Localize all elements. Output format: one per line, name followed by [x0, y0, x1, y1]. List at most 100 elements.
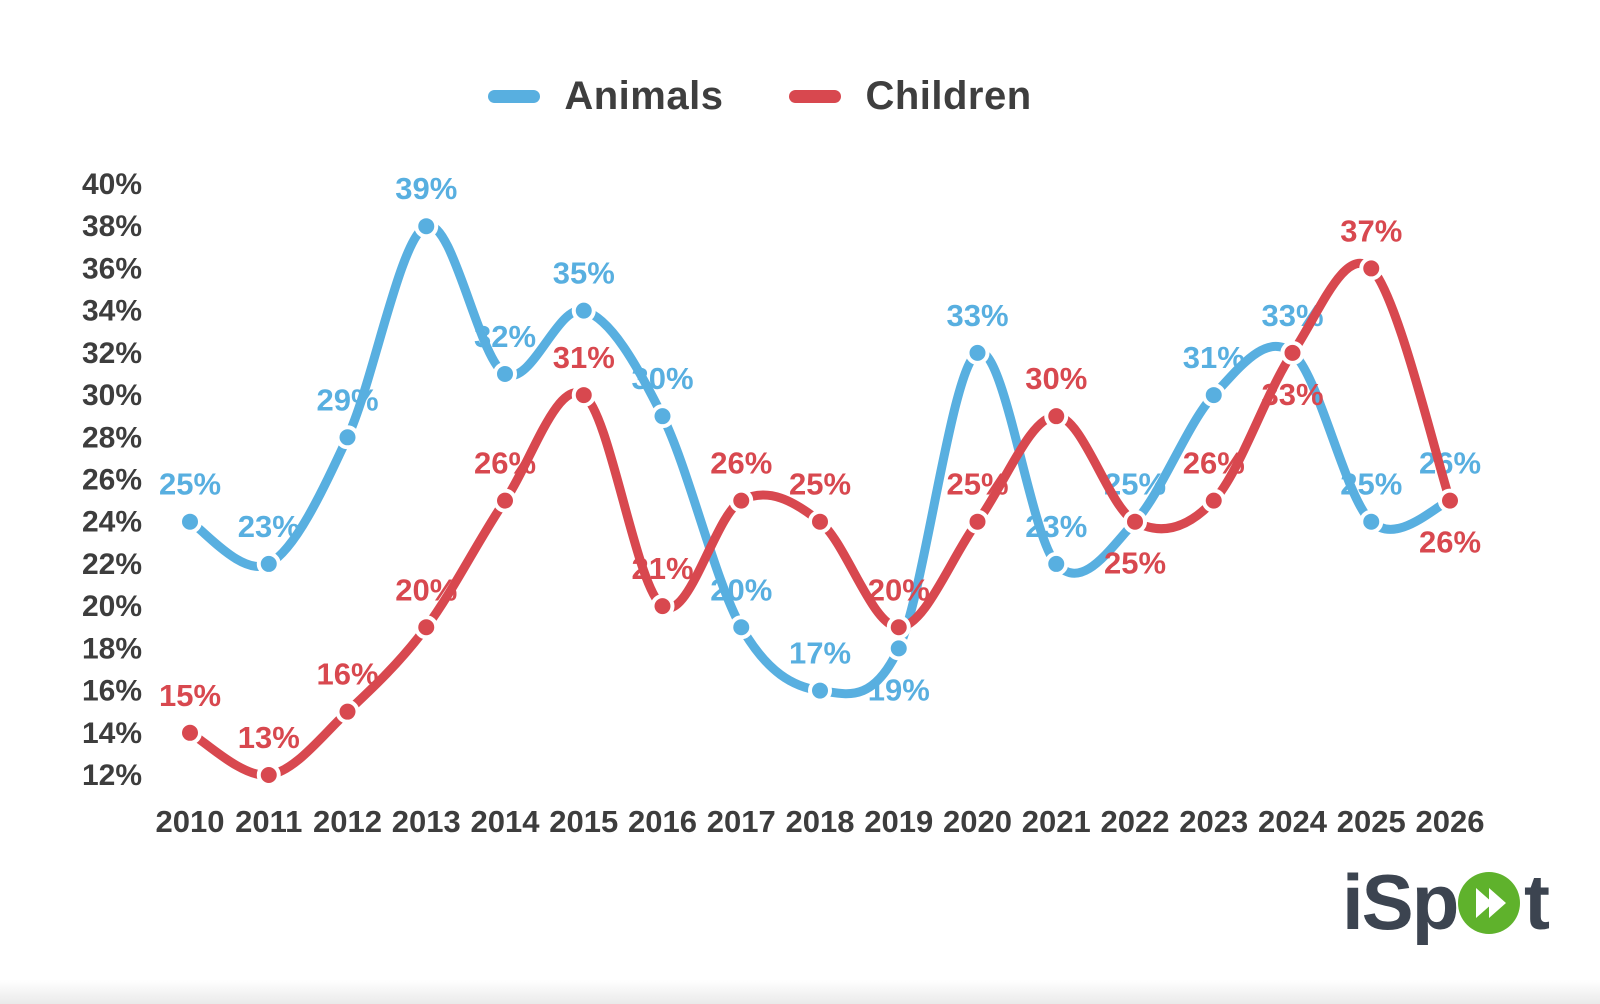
data-point-animals: [729, 615, 754, 640]
y-axis-tick: 32%: [82, 337, 142, 370]
data-point-label-animals: 30%: [631, 361, 693, 396]
data-point-label-animals: 33%: [946, 298, 1008, 333]
data-point-label-animals: 17%: [789, 636, 851, 671]
data-point-label-animals: 31%: [1183, 340, 1245, 375]
y-axis-tick: 14%: [82, 717, 142, 750]
data-point-animals: [1201, 383, 1226, 408]
x-axis-label: 2011: [235, 804, 302, 839]
data-point-label-animals: 19%: [868, 672, 930, 707]
series-line-animals: [185, 221, 1455, 699]
play-icon: [1476, 888, 1506, 918]
data-point-label-animals: 29%: [316, 382, 378, 417]
data-point-label-children: 21%: [631, 551, 693, 586]
data-point-children: [808, 509, 832, 534]
data-point-label-children: 30%: [1025, 361, 1087, 396]
ispot-logo: iSp t: [1342, 855, 1564, 960]
y-axis-tick: 16%: [82, 675, 142, 708]
data-point-label-animals: 20%: [710, 572, 772, 607]
legend-item-animals: Animals: [488, 74, 723, 119]
data-point-children: [1280, 340, 1305, 365]
data-point-label-children: 26%: [474, 446, 536, 481]
data-point-children: [493, 488, 517, 513]
data-point-children: [414, 615, 439, 640]
data-point-animals: [808, 678, 832, 703]
x-axis-label: 2016: [628, 804, 697, 839]
data-point-children: [1044, 404, 1069, 429]
data-point-label-children: 25%: [1104, 546, 1166, 581]
data-point-label-children: 20%: [395, 572, 457, 607]
data-point-label-animals: 25%: [159, 467, 221, 502]
data-point-animals: [965, 340, 990, 365]
data-point-label-animals: 26%: [1419, 446, 1481, 481]
x-axis-label: 2022: [1101, 804, 1170, 839]
data-point-children: [1359, 256, 1384, 281]
y-axis-tick: 12%: [82, 759, 142, 792]
y-axis-tick: 18%: [82, 632, 142, 665]
ispot-logo-icon: iSp t: [1342, 858, 1550, 946]
x-axis-label: 2010: [156, 804, 225, 839]
data-point-children: [1201, 488, 1226, 513]
y-axis-tick: 24%: [82, 506, 142, 539]
y-axis-tick: 28%: [82, 421, 142, 454]
data-point-children: [571, 383, 596, 408]
data-point-children: [1123, 509, 1147, 534]
x-axis-label: 2012: [313, 804, 382, 839]
data-point-label-animals: 32%: [474, 319, 536, 354]
data-point-animals: [571, 298, 596, 323]
x-axis-label: 2025: [1337, 804, 1406, 839]
x-axis-label: 2019: [864, 804, 933, 839]
x-axis-label: 2023: [1179, 804, 1248, 839]
data-point-children: [650, 594, 675, 619]
data-point-animals: [414, 214, 439, 239]
data-point-children: [965, 509, 990, 534]
y-axis-tick: 22%: [82, 548, 142, 581]
data-point-label-children: 33%: [1261, 377, 1323, 412]
data-point-children: [1438, 488, 1462, 513]
x-axis-label: 2015: [549, 804, 618, 839]
data-point-label-animals: 23%: [1025, 509, 1087, 544]
data-point-label-animals: 25%: [1340, 467, 1402, 502]
data-point-animals: [493, 361, 517, 386]
data-point-label-children: 26%: [710, 446, 772, 481]
data-point-label-children: 37%: [1340, 213, 1402, 248]
svg-text:t: t: [1524, 858, 1550, 946]
data-point-label-animals: 39%: [395, 171, 457, 206]
x-axis-label: 2017: [707, 804, 776, 839]
data-point-animals: [1359, 509, 1384, 534]
data-point-label-children: 25%: [789, 467, 851, 502]
data-point-animals: [1044, 551, 1069, 576]
x-axis-label: 2026: [1416, 804, 1485, 839]
data-point-label-animals: 35%: [553, 256, 615, 291]
x-axis-label: 2021: [1022, 804, 1091, 839]
x-axis-label: 2020: [943, 804, 1012, 839]
legend-item-children: Children: [789, 74, 1031, 119]
data-point-label-animals: 23%: [238, 509, 300, 544]
legend-label-animals: Animals: [564, 74, 724, 118]
y-axis-tick: 34%: [82, 295, 142, 328]
data-point-animals: [178, 509, 202, 534]
legend-label-children: Children: [865, 74, 1032, 118]
legend-swatch-animals-icon: [488, 90, 541, 103]
bottom-gradient: [0, 980, 1600, 1004]
data-point-children: [886, 615, 911, 640]
data-point-children: [178, 720, 202, 745]
data-point-label-children: 16%: [316, 657, 378, 692]
data-point-children: [335, 699, 360, 724]
data-point-animals: [256, 551, 281, 576]
svg-text:iSp: iSp: [1342, 858, 1457, 946]
data-point-label-children: 31%: [553, 340, 615, 375]
x-axis-label: 2014: [471, 804, 541, 839]
data-point-animals: [650, 404, 675, 429]
data-point-animals: [886, 636, 911, 661]
y-axis-tick: 40%: [82, 168, 142, 201]
x-axis-label: 2013: [392, 804, 461, 839]
x-axis-label: 2024: [1258, 804, 1328, 839]
data-point-children: [256, 763, 281, 787]
data-point-label-children: 25%: [946, 467, 1008, 502]
data-point-label-children: 15%: [159, 678, 221, 713]
y-axis-tick: 20%: [82, 590, 142, 623]
data-point-children: [729, 488, 754, 513]
legend-swatch-children-icon: [789, 90, 842, 103]
y-axis-tick: 36%: [82, 252, 142, 285]
